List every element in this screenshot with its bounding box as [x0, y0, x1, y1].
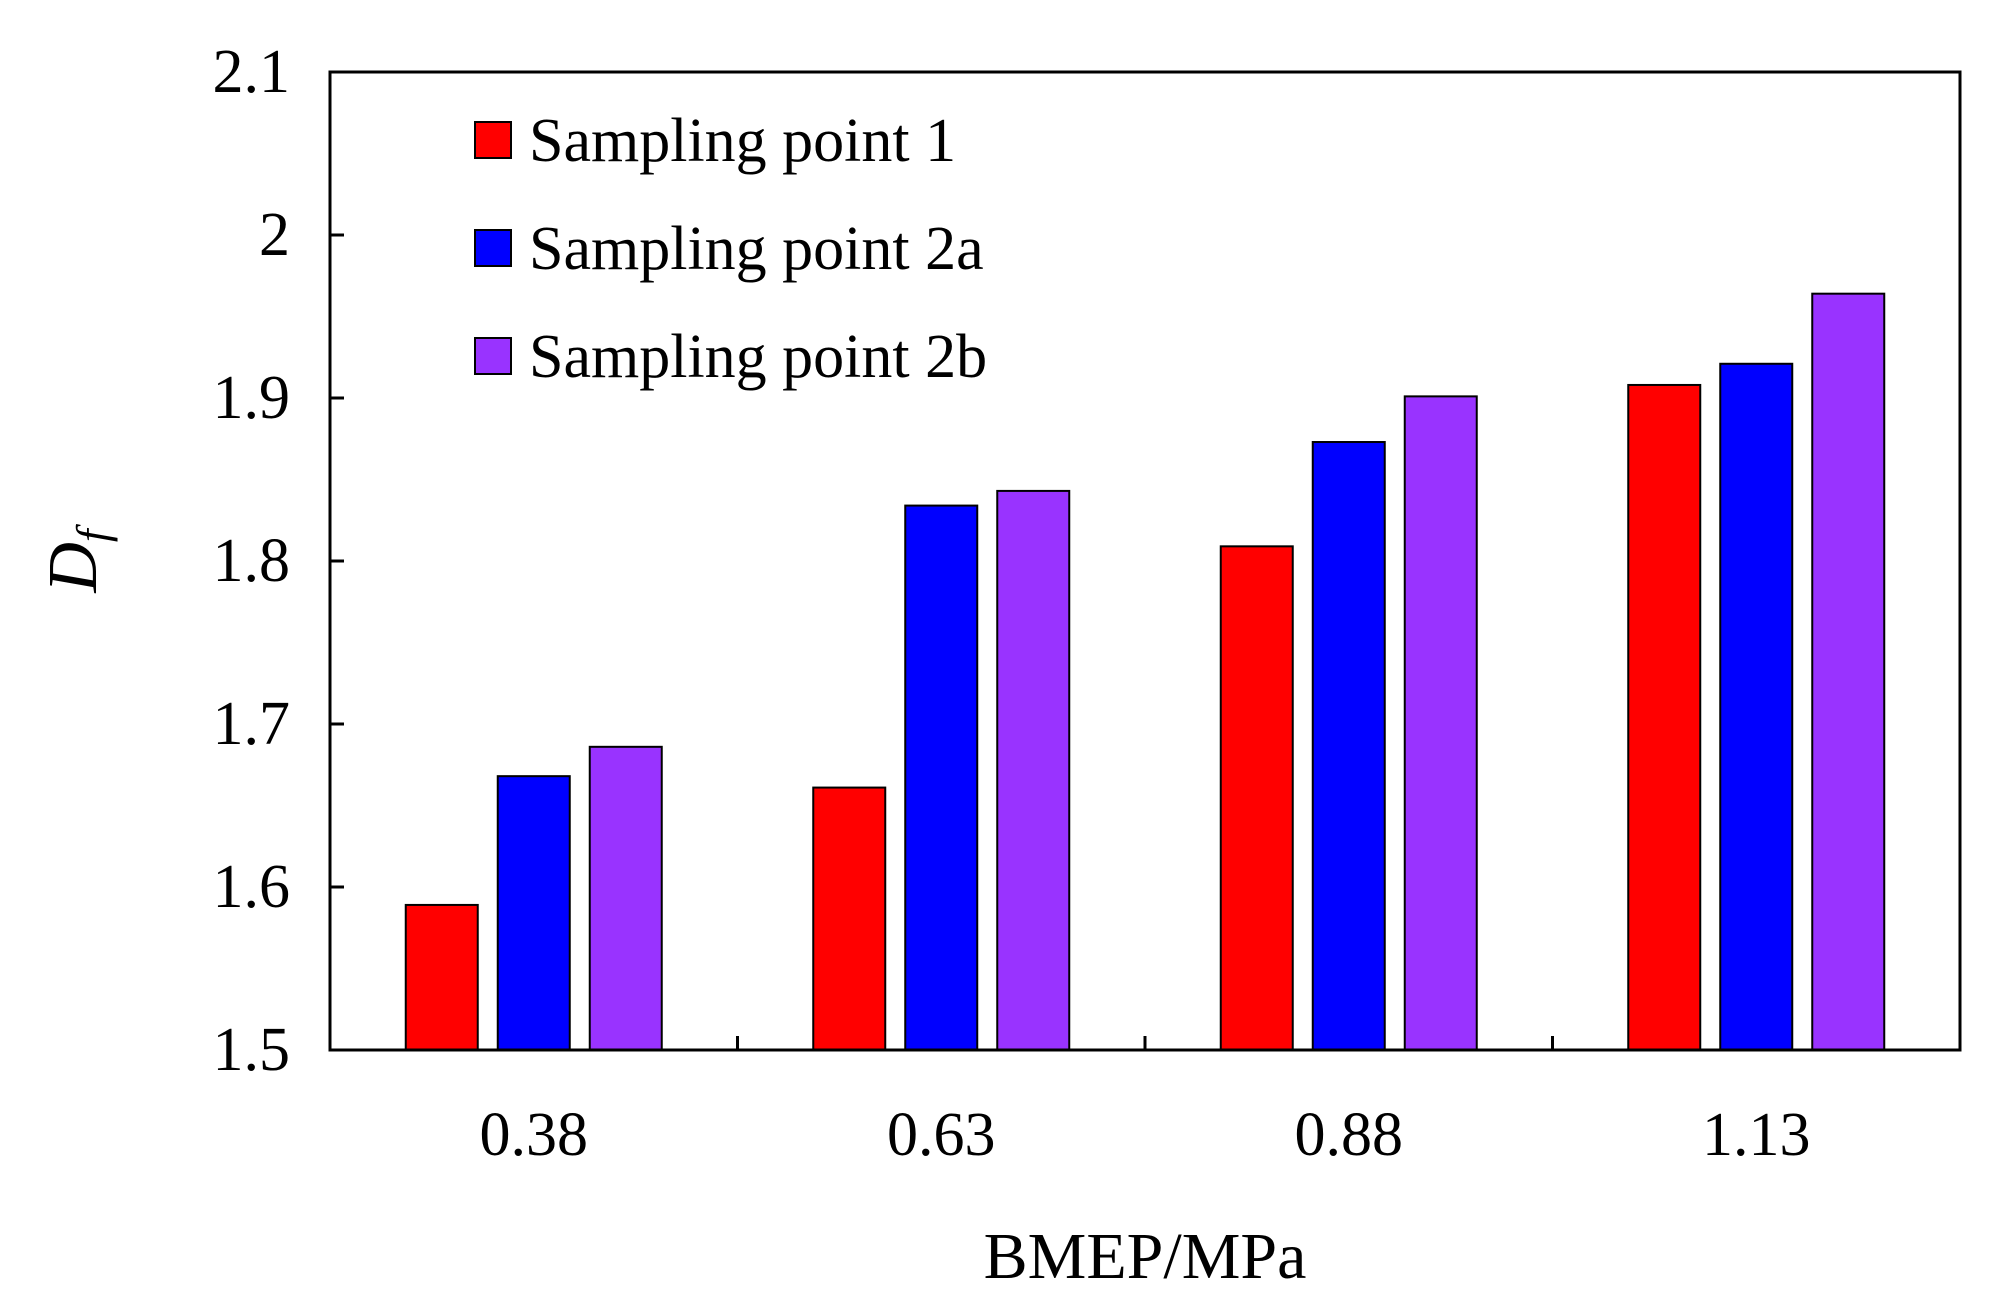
x-axis-ticks — [736, 1036, 1554, 1050]
bar-2-0.88 — [1311, 441, 1386, 1051]
legend-swatch-3 — [474, 337, 512, 375]
bar-2-0.38 — [496, 775, 571, 1051]
legend-swatch-2 — [474, 229, 512, 267]
bar-1-0.38 — [404, 903, 479, 1051]
y-axis-title-subscript: f — [67, 523, 118, 542]
y-tick-label: 1.8 — [213, 527, 291, 595]
bar-3-0.88 — [1403, 395, 1478, 1051]
x-axis-title: BMEP/MPa — [984, 1220, 1307, 1293]
y-tick-label: 2 — [259, 201, 290, 269]
legend-label-1: Sampling point 1 — [529, 107, 956, 175]
bar-1-1.13 — [1627, 383, 1702, 1051]
bar-2-1.13 — [1719, 362, 1794, 1051]
x-tick-label: 0.38 — [480, 1101, 589, 1169]
x-tick-label: 1.13 — [1702, 1101, 1811, 1169]
y-tick-label: 1.9 — [213, 364, 291, 432]
x-axis-tick-labels: 0.38 0.63 0.88 1.13 — [480, 1101, 1811, 1169]
bar-2-0.63 — [904, 504, 979, 1051]
y-axis-title-main: D — [35, 542, 112, 594]
bar-1-0.88 — [1219, 545, 1294, 1052]
y-tick-label: 2.1 — [213, 38, 291, 106]
y-tick-label: 1.6 — [213, 853, 291, 921]
x-tick-label: 0.63 — [887, 1101, 996, 1169]
y-axis-title: Df — [35, 523, 118, 594]
legend-label-2: Sampling point 2a — [529, 215, 984, 283]
legend-swatch-1 — [474, 121, 512, 159]
legend-label-3: Sampling point 2b — [529, 323, 987, 391]
y-tick-label: 1.7 — [213, 690, 291, 758]
x-tick-label: 0.88 — [1295, 1101, 1404, 1169]
bar-3-0.63 — [996, 489, 1071, 1052]
legend: Sampling point 1 Sampling point 2a Samplin… — [474, 107, 987, 391]
y-tick-label: 1.5 — [213, 1016, 291, 1084]
y-axis-tick-labels: 1.5 1.6 1.7 1.8 1.9 2 2.1 — [213, 38, 291, 1084]
bar-3-1.13 — [1811, 292, 1886, 1051]
y-axis-ticks — [330, 233, 344, 889]
bars-group — [404, 292, 1886, 1052]
bar-3-0.38 — [588, 745, 663, 1051]
bar-1-0.63 — [812, 786, 887, 1051]
